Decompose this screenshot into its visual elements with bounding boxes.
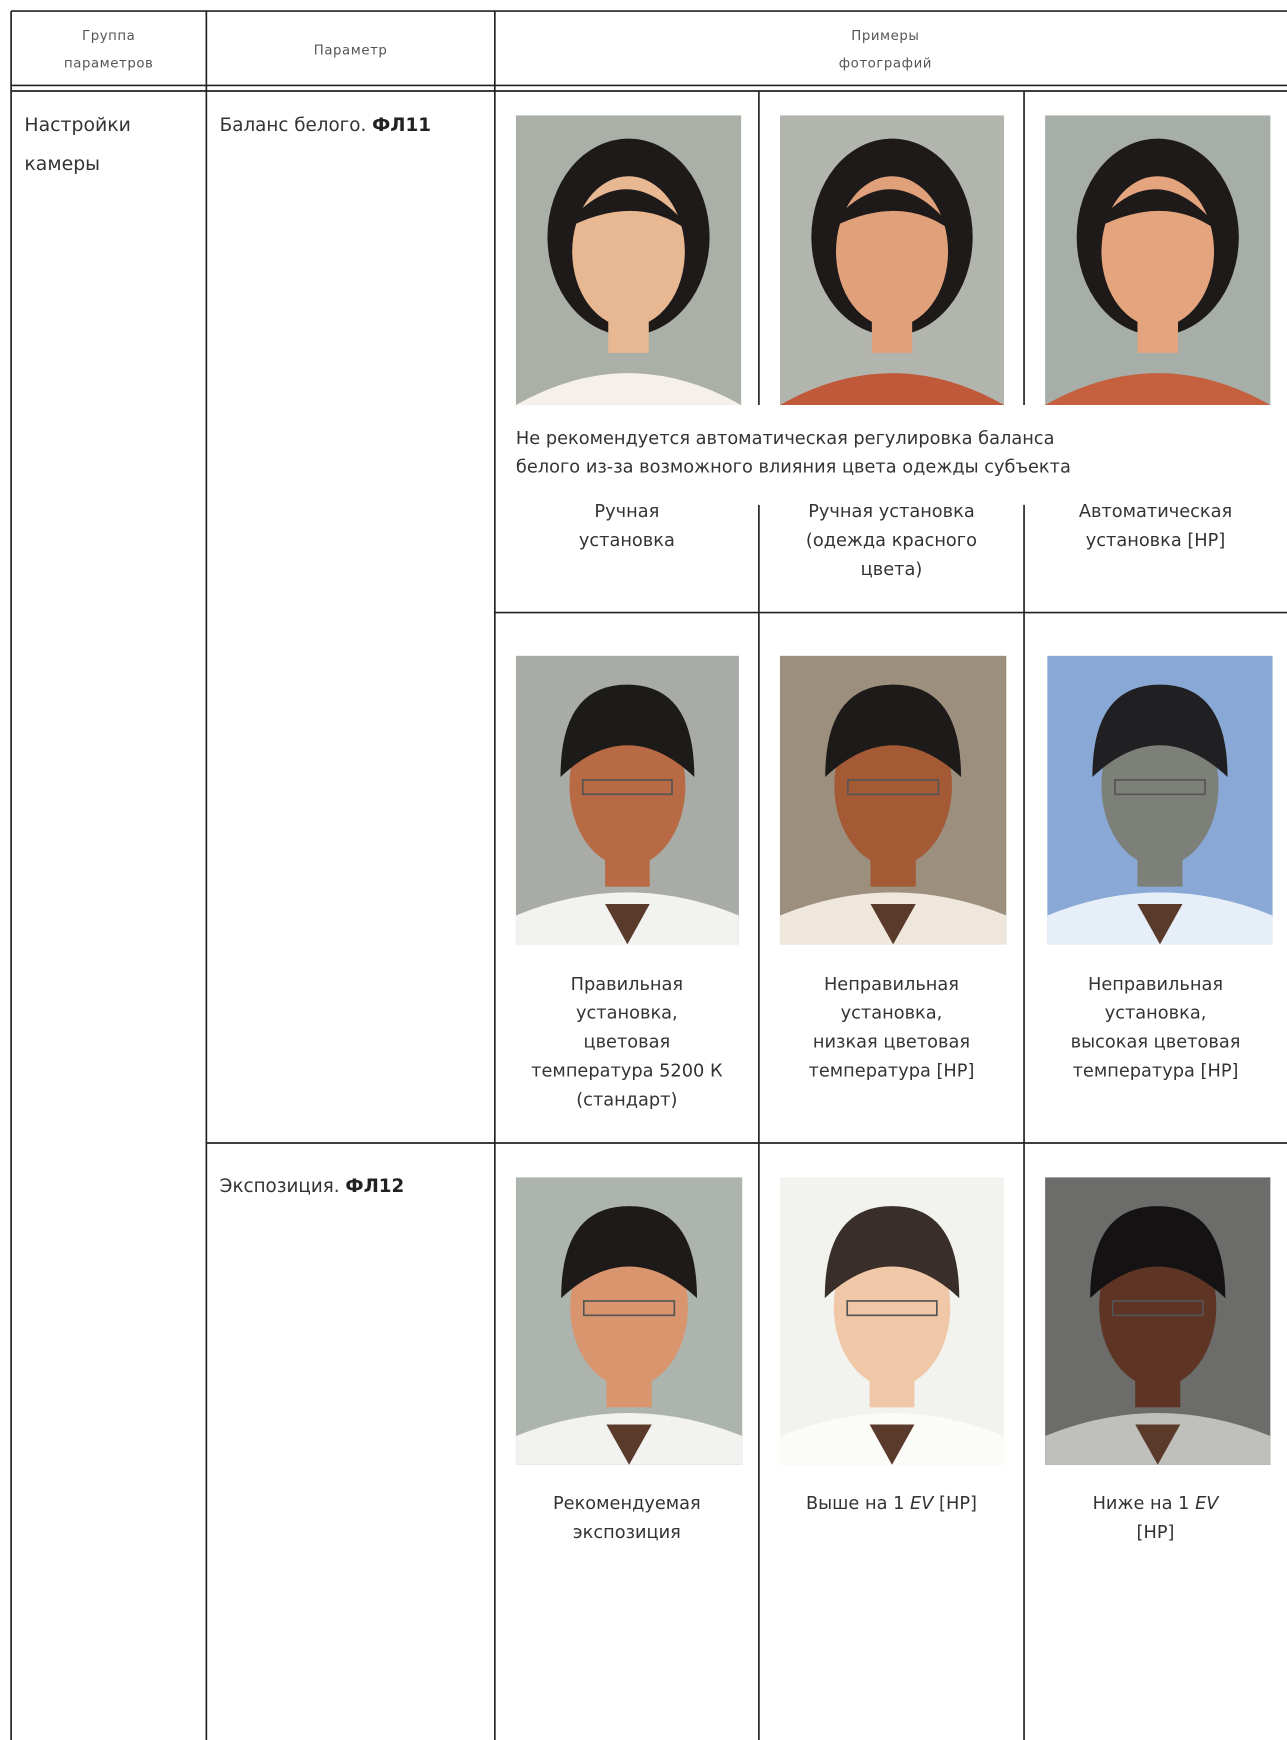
shape [1056,376,1260,406]
caption-text: [НР] [933,1492,977,1514]
shape [582,1300,676,1317]
caption-unit: EV [910,1492,934,1514]
shape [846,1300,938,1317]
shape [1092,684,1228,778]
shape [527,376,730,406]
shape [824,1206,960,1299]
parameter-name: Баланс белого. [219,114,367,136]
caption-text: Ниже на 1 [1092,1492,1196,1514]
photo [515,1177,743,1465]
shape [825,684,962,778]
photo [1045,1177,1271,1465]
caption: Ручная установка (одежда красного цвета) [805,500,977,580]
photo [779,655,1007,945]
photo [515,115,742,406]
parameter: Экспозиция. ФЛ12 [220,1172,405,1201]
shape [1114,779,1206,796]
parameter-code: ФЛ12 [345,1175,405,1197]
parameter-name: Экспозиция. [219,1175,340,1197]
note: Не рекомендуется автоматическая регулиро… [515,427,1071,478]
header-cell: Примеры фотографий [838,27,932,72]
shape [560,684,695,778]
header-cell: Группа параметров [63,27,154,72]
shape [1135,1424,1181,1465]
shape [605,903,650,945]
shape [561,1206,697,1299]
caption: Рекомендуемая экспозиция [552,1492,701,1543]
shape [581,779,673,796]
photo [1045,115,1271,406]
caption-unit: EV [1195,1492,1219,1514]
photo [779,115,1005,406]
caption: Правильная установка, цветовая температу… [531,973,723,1110]
shape [870,903,916,945]
caption-text: Выше на 1 [805,1492,911,1514]
parameter-code: ФЛ11 [372,114,431,136]
caption: Ручная установка [578,500,675,551]
caption: Неправильная установка, низкая цветовая … [808,973,975,1081]
shape [869,1424,915,1465]
shape [1111,1300,1204,1317]
caption: Автоматическая установка [НР] [1078,500,1233,551]
caption: Неправильная установка, высокая цветовая… [1070,973,1241,1081]
caption: Выше на 1 EV [НР] [759,1489,1024,1518]
shape [824,189,960,238]
header-cell: Параметр [313,42,388,58]
shape [1090,189,1226,238]
shape [847,779,940,796]
shape [791,376,993,406]
shape [606,1424,652,1465]
caption: Ниже на 1 EV [НР] [1024,1489,1287,1547]
parameter: Баланс белого. ФЛ11 [220,111,431,140]
group-name: Настройки камеры [24,114,131,176]
photo [779,1177,1005,1465]
caption-text: [НР] [1136,1521,1175,1543]
shape [1137,903,1183,945]
shape [560,189,697,238]
shape [1090,1206,1226,1299]
photo [515,655,739,945]
photo [1047,655,1273,945]
